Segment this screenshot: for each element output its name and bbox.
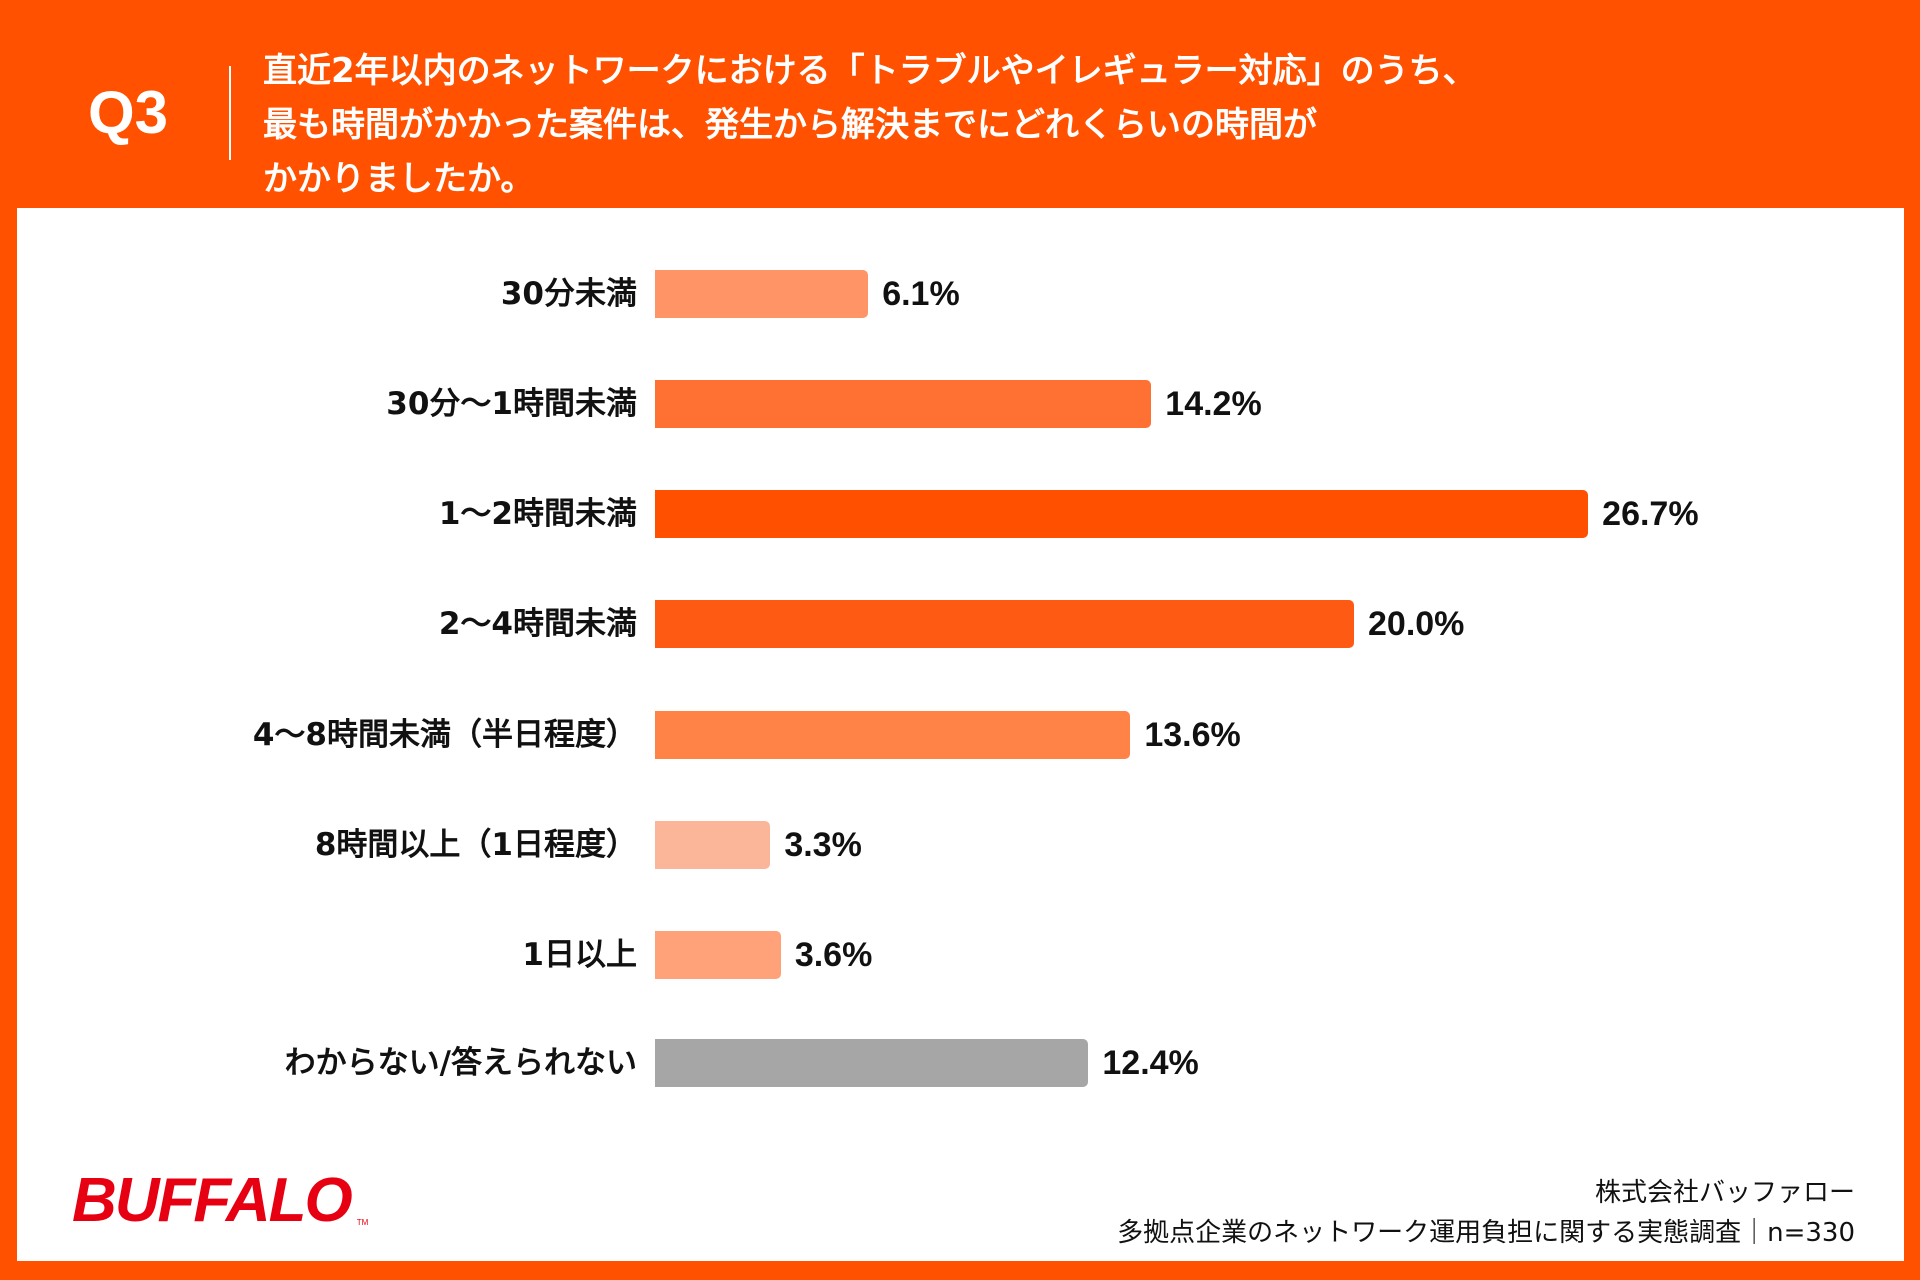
- buffalo-logo: BUFFALO: [72, 1166, 353, 1235]
- value-label: 20.0%: [1368, 605, 1465, 643]
- bar: [655, 1039, 1089, 1087]
- value-label: 12.4%: [1102, 1044, 1199, 1082]
- survey-name: 多拠点企業のネットワーク運用負担に関する実態調査｜n=330: [1117, 1218, 1855, 1248]
- category-label: 30分未満: [500, 276, 637, 312]
- bar-row: 2〜4時間未満 20.0%: [0, 600, 1920, 648]
- category-label: 2〜4時間未満: [438, 606, 637, 642]
- bar-row: わからない/答えられない 12.4%: [0, 1039, 1920, 1087]
- title-line: 直近2年以内のネットワークにおける「トラブルやイレギュラー対応」のうち、: [263, 51, 1477, 91]
- bar: [655, 380, 1152, 428]
- footer-source: 株式会社バッファロー 多拠点企業のネットワーク運用負担に関する実態調査｜n=33…: [1117, 1173, 1855, 1253]
- value-label: 26.7%: [1602, 495, 1699, 533]
- category-label: 30分〜1時間未満: [386, 386, 637, 422]
- bar: [655, 821, 771, 869]
- bar-row: 30分〜1時間未満 14.2%: [0, 380, 1920, 428]
- value-label: 13.6%: [1144, 716, 1241, 754]
- value-label: 3.6%: [794, 936, 873, 974]
- bar-row: 1〜2時間未満 26.7%: [0, 490, 1920, 538]
- bar: [655, 600, 1354, 648]
- question-number: Q3: [88, 79, 169, 146]
- bar: [655, 931, 781, 979]
- buffalo-logo-group: BUFFALO TM: [72, 1168, 368, 1234]
- category-label: 1〜2時間未満: [438, 496, 637, 532]
- title-line: 最も時間がかかった案件は、発生から解決までにどれくらいの時間が: [263, 105, 1317, 145]
- bar: [655, 270, 869, 318]
- value-label: 14.2%: [1165, 385, 1262, 423]
- category-label: 4〜8時間未満（半日程度）: [252, 717, 637, 753]
- bar: [655, 711, 1131, 759]
- header-divider: [229, 66, 231, 160]
- category-label: 8時間以上（1日程度）: [314, 827, 637, 863]
- trademark-mark: TM: [356, 1218, 369, 1227]
- bar: [655, 490, 1589, 538]
- title-line: かかりましたか。: [263, 159, 535, 199]
- value-label: 6.1%: [882, 275, 960, 313]
- category-label: わからない/答えられない: [284, 1045, 637, 1081]
- bar-row: 30分未満 6.1%: [0, 270, 1920, 318]
- bar-row: 8時間以上（1日程度） 3.3%: [0, 821, 1920, 869]
- question-title: 直近2年以内のネットワークにおける「トラブルやイレギュラー対応」のうち、 最も時…: [263, 44, 1823, 206]
- value-label: 3.3%: [784, 826, 862, 864]
- company-name: 株式会社バッファロー: [1594, 1178, 1855, 1208]
- bar-row: 1日以上 3.6%: [0, 931, 1920, 979]
- bar-row: 4〜8時間未満（半日程度） 13.6%: [0, 711, 1920, 759]
- category-label: 1日以上: [522, 937, 637, 973]
